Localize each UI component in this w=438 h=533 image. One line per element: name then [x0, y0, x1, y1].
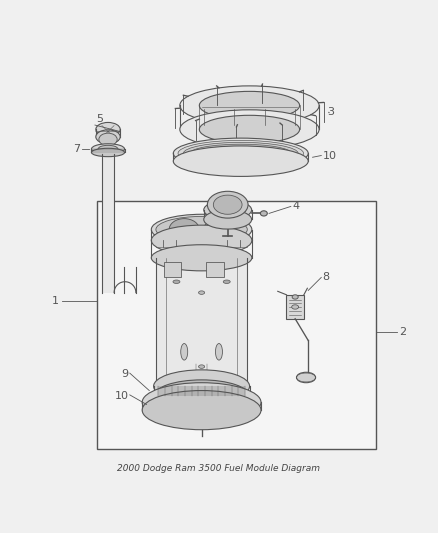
Ellipse shape [173, 280, 180, 284]
Ellipse shape [260, 211, 267, 216]
Ellipse shape [181, 344, 188, 360]
Ellipse shape [292, 305, 299, 309]
Ellipse shape [297, 372, 316, 383]
Ellipse shape [292, 295, 298, 299]
Text: 2: 2 [399, 327, 406, 337]
Ellipse shape [198, 291, 205, 294]
Ellipse shape [98, 146, 118, 152]
Bar [97, 201, 376, 449]
Ellipse shape [204, 200, 252, 220]
Ellipse shape [154, 370, 250, 402]
Text: 8: 8 [322, 271, 330, 281]
Ellipse shape [92, 148, 124, 157]
Ellipse shape [203, 220, 229, 239]
Text: 5: 5 [96, 114, 103, 124]
Ellipse shape [156, 216, 247, 243]
Ellipse shape [204, 210, 252, 229]
Text: 2000 Dodge Ram 3500 Fuel Module Diagram: 2000 Dodge Ram 3500 Fuel Module Diagram [117, 464, 321, 473]
Ellipse shape [151, 225, 252, 256]
Bar [286, 295, 304, 319]
Text: 1: 1 [52, 296, 59, 306]
Ellipse shape [96, 130, 120, 144]
Ellipse shape [210, 202, 246, 217]
Ellipse shape [199, 115, 300, 143]
Ellipse shape [142, 383, 261, 422]
Ellipse shape [184, 142, 298, 164]
Text: 3: 3 [327, 107, 334, 117]
Text: 10: 10 [322, 150, 336, 160]
Ellipse shape [154, 380, 250, 413]
Ellipse shape [223, 280, 230, 284]
Ellipse shape [151, 214, 252, 245]
Ellipse shape [222, 222, 234, 228]
Ellipse shape [92, 144, 124, 154]
Text: 10: 10 [114, 391, 128, 401]
Bar [102, 154, 114, 293]
Ellipse shape [99, 133, 117, 146]
Text: 7: 7 [74, 144, 81, 154]
Ellipse shape [173, 146, 308, 176]
Ellipse shape [180, 110, 319, 149]
Bar [164, 262, 181, 277]
Ellipse shape [199, 91, 300, 119]
Ellipse shape [213, 195, 242, 214]
Ellipse shape [173, 138, 308, 168]
Ellipse shape [215, 344, 223, 360]
Ellipse shape [151, 245, 252, 271]
Ellipse shape [96, 123, 120, 136]
Ellipse shape [169, 219, 199, 240]
Ellipse shape [207, 191, 248, 218]
Ellipse shape [180, 86, 319, 125]
Ellipse shape [198, 365, 205, 368]
Bar [156, 258, 247, 382]
Bar [206, 262, 223, 277]
Ellipse shape [190, 144, 291, 163]
Text: 9: 9 [121, 369, 128, 379]
Text: 4: 4 [292, 201, 299, 212]
Ellipse shape [142, 391, 261, 430]
Ellipse shape [178, 140, 304, 166]
